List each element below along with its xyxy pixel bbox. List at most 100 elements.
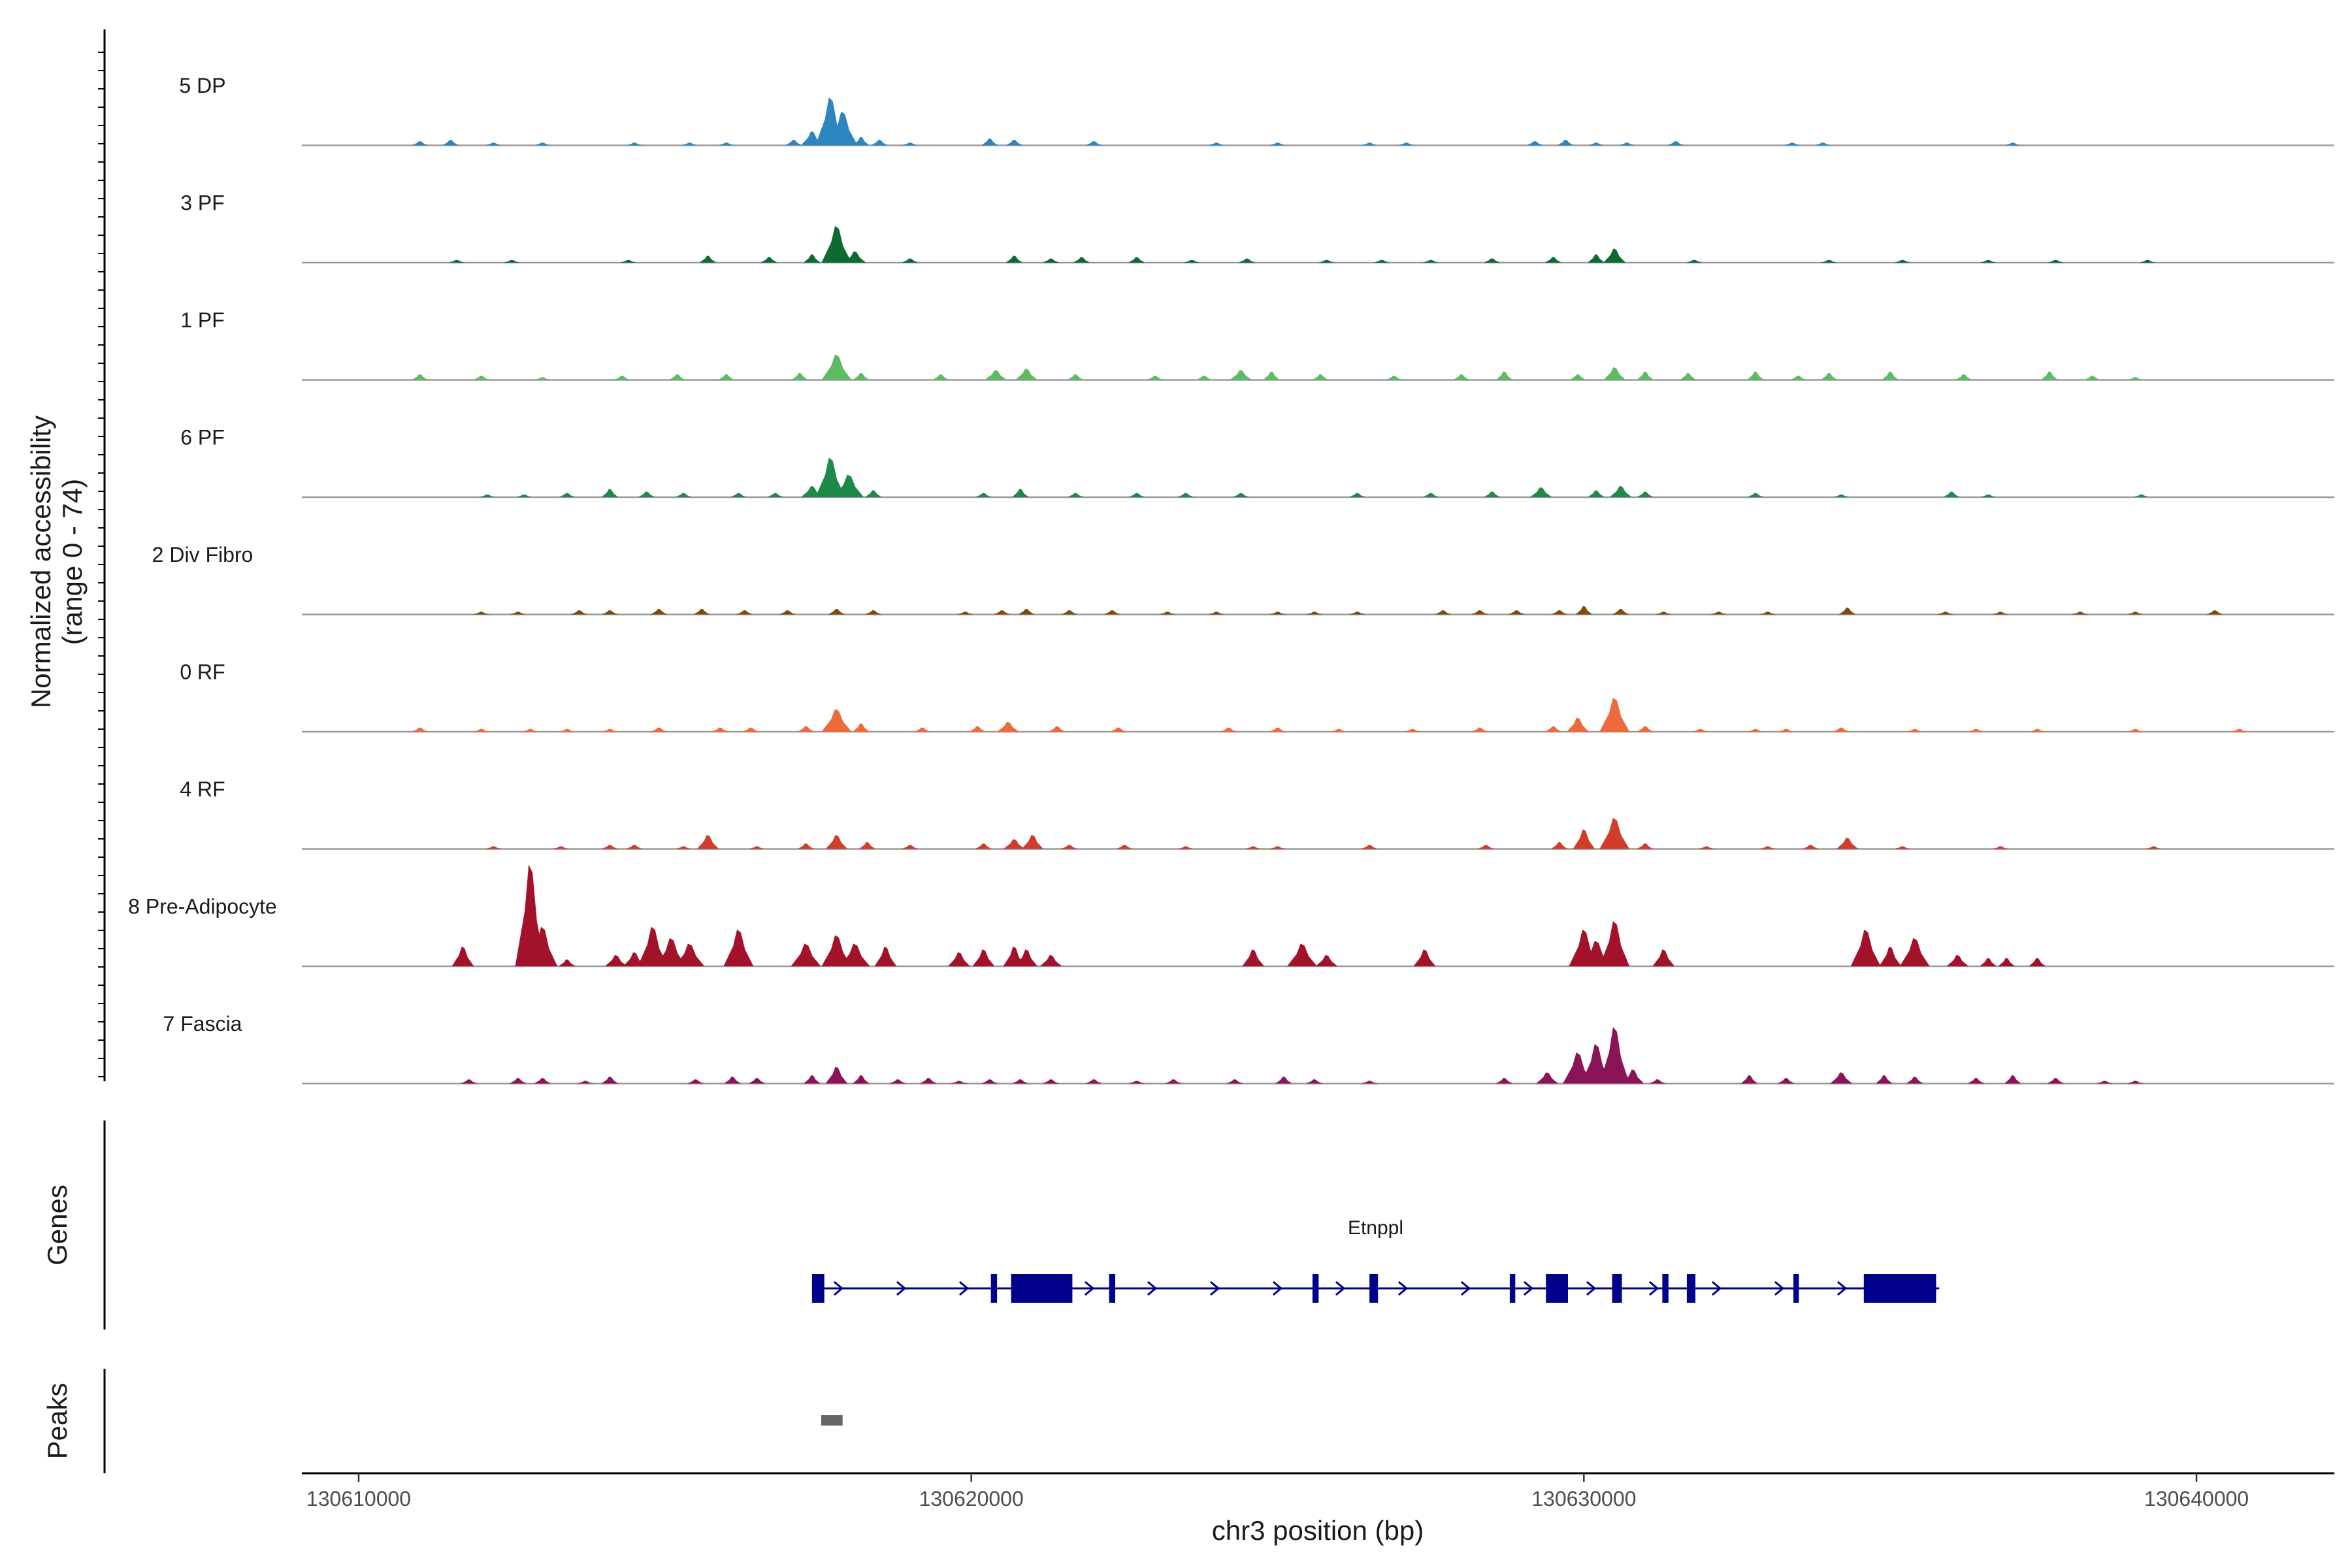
- coverage-peak: [1103, 610, 1121, 615]
- coverage-peak: [1048, 726, 1066, 732]
- coverage-peak: [1655, 612, 1673, 615]
- coverage-peak: [451, 946, 474, 966]
- coverage-peak: [650, 608, 668, 615]
- x-axis-title: chr3 position (bp): [1212, 1515, 1424, 1546]
- gene-name-label: Etnppl: [1348, 1217, 1403, 1239]
- track-1-pf: 1 PF: [180, 308, 2334, 381]
- coverage-peak: [576, 1081, 594, 1084]
- coverage-peak: [1483, 258, 1501, 263]
- coverage-peak: [950, 1081, 968, 1084]
- coverage-peak: [1955, 374, 1972, 380]
- coverage-peak: [1936, 612, 1954, 615]
- coverage-peak: [570, 610, 588, 615]
- coverage-peak: [2041, 371, 2058, 380]
- coverage-peak: [2004, 142, 2021, 146]
- coverage-peak: [411, 374, 429, 380]
- coverage-peak: [1471, 727, 1488, 732]
- coverage-peak: [1128, 257, 1145, 263]
- coverage-peak: [852, 137, 870, 146]
- coverage-peak: [1245, 846, 1262, 849]
- coverage-peak: [840, 943, 870, 966]
- coverage-peak: [1603, 248, 1626, 263]
- coverage-peak: [920, 1077, 937, 1084]
- coverage-peak: [1177, 846, 1194, 849]
- coverage-peak: [1567, 717, 1589, 732]
- coverage-peak: [1373, 259, 1390, 263]
- coverage-peak: [1526, 141, 1544, 146]
- coverage-peak: [1348, 612, 1366, 615]
- coverage-peak: [601, 1076, 619, 1084]
- track-4-rf: 4 RF: [180, 777, 2334, 850]
- coverage-peak: [1275, 1076, 1292, 1084]
- coverage-peak: [1637, 371, 1654, 380]
- track-2-div-fibro: 2 Div Fibro: [152, 543, 2334, 615]
- strand-arrow-icon: [1711, 1281, 1722, 1296]
- coverage-peak: [552, 846, 570, 849]
- coverage-peak: [901, 142, 919, 146]
- coverage-peak: [613, 376, 631, 380]
- coverage-peak: [1991, 612, 2009, 615]
- coverage-peak: [1312, 374, 1330, 380]
- coverage-peak: [723, 929, 754, 966]
- coverage-peak: [1746, 371, 1764, 380]
- coverage-peak: [889, 1079, 907, 1084]
- gene-exon: [1369, 1274, 1379, 1303]
- coverage-peak: [975, 843, 992, 849]
- coverage-peak: [1003, 839, 1026, 849]
- coverage-peak: [601, 845, 619, 849]
- coverage-peak: [1330, 728, 1348, 732]
- coverage-peak: [972, 949, 995, 966]
- coverage-peak: [699, 255, 717, 263]
- coverage-peak: [656, 938, 687, 966]
- coverage-peak: [668, 374, 686, 380]
- coverage-peak: [1967, 1077, 1985, 1084]
- coverage-peak: [843, 251, 866, 263]
- gene-exon: [1863, 1274, 1936, 1303]
- coverage-peak: [1269, 727, 1286, 732]
- coverage-peak: [558, 728, 576, 732]
- coverage-peak: [724, 1076, 741, 1084]
- coverage-peak: [601, 728, 619, 732]
- strand-arrow-icon: [1335, 1281, 1346, 1296]
- coverage-peak: [975, 493, 992, 497]
- coverage-peak: [1165, 1079, 1183, 1084]
- coverage-peak: [1573, 829, 1595, 849]
- coverage-peak: [1618, 142, 1635, 146]
- coverage-peak: [1777, 728, 1795, 732]
- coverage-peak: [1906, 1076, 1923, 1084]
- coverage-peak: [1042, 1079, 1060, 1084]
- coverage-peak: [687, 1079, 704, 1084]
- coverage-peak: [1637, 491, 1654, 497]
- coverage-peak: [472, 728, 490, 732]
- coverage-peak: [1836, 838, 1859, 849]
- coverage-peak: [1569, 374, 1586, 380]
- strand-arrow-icon: [1774, 1281, 1785, 1296]
- coverage-peak: [1588, 254, 1605, 263]
- coverage-peak: [674, 943, 705, 966]
- coverage-peak: [1263, 371, 1281, 380]
- gene-exon: [1109, 1274, 1115, 1303]
- coverage-peak: [693, 608, 711, 615]
- coverage-peak: [1348, 493, 1366, 497]
- coverage-peak: [1177, 493, 1194, 497]
- coverage-peak: [1599, 1027, 1630, 1084]
- coverage-peak: [472, 376, 490, 380]
- track-label: 0 RF: [180, 661, 225, 684]
- coverage-peak: [791, 943, 821, 966]
- x-tick-label: 130620000: [919, 1487, 1024, 1511]
- coverage-peak: [1609, 485, 1632, 497]
- gene-exon: [1312, 1274, 1319, 1303]
- track-8-pre-adipocyte: 8 Pre-Adipocyte: [128, 864, 2334, 968]
- coverage-peak: [1536, 1072, 1559, 1084]
- coverage-peak: [1039, 955, 1062, 966]
- coverage-peak: [766, 493, 784, 497]
- gene-exon: [1686, 1274, 1695, 1303]
- coverage-peak: [1980, 494, 1997, 497]
- coverage-peak: [1403, 728, 1421, 732]
- x-axis-ticks: 130610000 130620000 130630000 130640000: [306, 1473, 2249, 1511]
- coverage-peak: [1305, 1079, 1323, 1084]
- coverage-peak: [1622, 1069, 1644, 1084]
- coverage-peak: [2145, 846, 2163, 849]
- peaks-track-label: Peaks: [42, 1383, 73, 1460]
- coverage-peak: [558, 493, 576, 497]
